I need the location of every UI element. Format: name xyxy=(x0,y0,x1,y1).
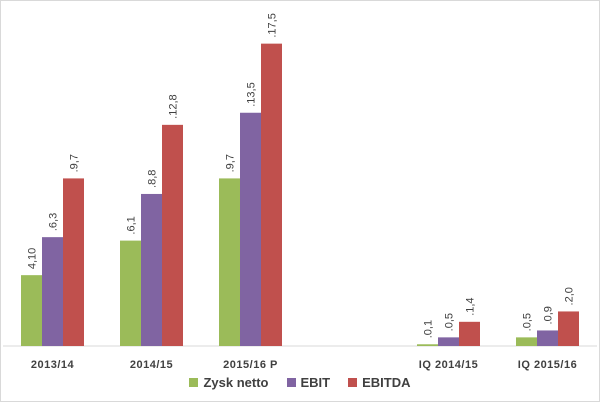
bar-ebitda-1 xyxy=(162,124,183,346)
data-label: .17,5 xyxy=(267,13,279,37)
bar-ebit-4 xyxy=(438,337,459,346)
legend-item: EBITDA xyxy=(348,374,411,390)
x-tick-label: IQ 2015/16 xyxy=(518,359,577,371)
data-label: .0,5 xyxy=(522,313,534,331)
data-label: .0,9 xyxy=(543,306,555,324)
bar-zysk-netto-0 xyxy=(21,275,42,346)
bar-ebitda-5 xyxy=(558,311,579,346)
data-label: .6,1 xyxy=(126,216,138,234)
bar-ebit-1 xyxy=(141,193,162,346)
data-label: .0,5 xyxy=(444,313,456,331)
bar-ebit-5 xyxy=(537,330,558,346)
chart-legend: Zysk netto EBIT EBITDA xyxy=(0,372,600,392)
data-label: .2,0 xyxy=(564,287,576,305)
legend-swatch xyxy=(189,377,199,387)
data-label: .8,8 xyxy=(147,170,159,188)
bar-zysk-netto-1 xyxy=(120,240,141,346)
legend-label: EBITDA xyxy=(362,374,411,390)
bar-ebit-0 xyxy=(42,237,63,346)
legend-item: Zysk netto xyxy=(189,374,269,390)
bar-zysk-netto-4 xyxy=(417,344,438,346)
bar-ebit-2 xyxy=(240,112,261,346)
x-tick-label: 2014/15 xyxy=(130,359,173,371)
data-label: .12,8 xyxy=(168,94,180,118)
bar-ebitda-0 xyxy=(63,178,84,346)
legend-label: Zysk netto xyxy=(203,374,269,390)
data-label: 4,10 xyxy=(27,248,39,269)
data-label: .9,7 xyxy=(225,154,237,172)
legend-item: EBIT xyxy=(286,374,331,390)
legend-swatch xyxy=(348,377,358,387)
data-label: .1,4 xyxy=(465,297,477,315)
legend-label: EBIT xyxy=(300,374,331,390)
x-tick-label: 2013/14 xyxy=(31,359,75,371)
data-label: .6,3 xyxy=(48,213,60,231)
data-label: .0,1 xyxy=(423,320,435,338)
x-tick-label: IQ 2014/15 xyxy=(419,359,478,371)
bar-zysk-netto-5 xyxy=(516,337,537,346)
legend-swatch xyxy=(286,377,296,387)
data-label: .9,7 xyxy=(69,154,81,172)
data-label: .13,5 xyxy=(246,82,258,106)
x-tick-label: 2015/16 P xyxy=(223,359,278,371)
bar-ebitda-4 xyxy=(459,321,480,346)
bar-ebitda-2 xyxy=(261,43,282,347)
bar-zysk-netto-2 xyxy=(219,178,240,346)
